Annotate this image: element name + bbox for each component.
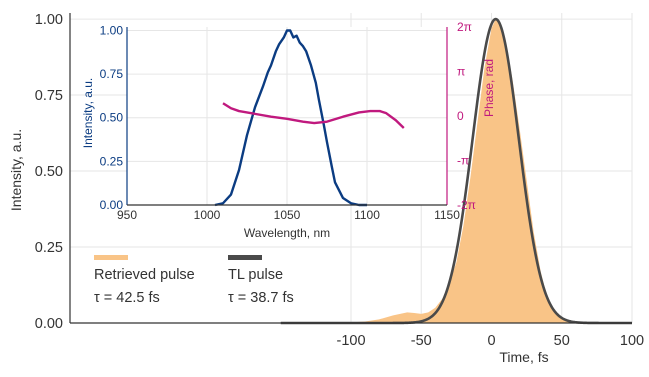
- main-y-tick-label: 0.75: [35, 88, 63, 104]
- main-x-tick-label: 100: [620, 333, 644, 349]
- inset-x-tick-label: 950: [117, 208, 137, 222]
- inset-y-axis-label: Intensity, a.u.: [81, 78, 95, 148]
- series-retrieved-pulse-area: [322, 19, 632, 324]
- series-spectrum-line: [214, 29, 367, 207]
- inset-x-axis-label: Wavelength, nm: [244, 226, 330, 240]
- series-phase-line: [222, 102, 405, 129]
- main-x-tick-label: -100: [336, 333, 365, 349]
- main-y-tick-label: 1.00: [35, 12, 63, 28]
- inset-y-tick-label: 0.00: [100, 198, 124, 212]
- inset-y-tick-label: 0.25: [100, 154, 124, 168]
- inset-y-tick-label: 0.50: [100, 111, 124, 125]
- main-y-tick-label: 0.50: [35, 164, 63, 180]
- inset-y2-tick-label: 0: [457, 109, 464, 123]
- legend-label-tl: TL pulse: [228, 267, 283, 283]
- main-x-axis-label: Time, fs: [499, 349, 548, 365]
- inset-y2-tick-label: -2π: [457, 198, 476, 212]
- inset-x-tick-label: 1100: [354, 208, 380, 222]
- inset-y2-tick-label: π: [457, 65, 465, 79]
- main-y-axis-label: Intensity, a.u.: [8, 129, 24, 211]
- legend-swatch-tl: [228, 255, 262, 260]
- inset-plot-marks: [214, 29, 405, 207]
- main-x-tick-label: 50: [554, 333, 570, 349]
- inset-y-tick-label: 0.75: [100, 67, 124, 81]
- inset-x-tick-label: 1000: [194, 208, 221, 222]
- main-y-tick-label: 0.25: [35, 240, 63, 256]
- inset-x-tick-label: 1050: [274, 208, 301, 222]
- inset-chart: 950 1000 1050 1100 1150 0.00 0.25 0.50 0.75 1.00 -…: [81, 20, 496, 240]
- inset-tick-labels: 950 1000 1050 1100 1150 0.00 0.25 0.50 0.75 1.00 -…: [100, 20, 476, 222]
- inset-x-tick-label: 1150: [434, 208, 460, 222]
- inset-y2-tick-label: -π: [457, 153, 469, 167]
- legend-detail-tl: τ = 38.7 fs: [228, 290, 294, 306]
- inset-y2-tick-label: 2π: [457, 20, 472, 34]
- legend: Retrieved pulse τ = 42.5 fs TL pulse τ =…: [94, 255, 294, 306]
- main-tick-labels: -100 -50 0 50 100 0.00 0.25 0.50 0.75 1.00: [35, 12, 644, 349]
- inset-y-tick-label: 1.00: [100, 23, 124, 37]
- inset-y2-axis-label: Phase, rad: [482, 59, 496, 117]
- main-y-tick-label: 0.00: [35, 316, 63, 332]
- legend-label-retrieved: Retrieved pulse: [94, 267, 195, 283]
- legend-swatch-retrieved: [94, 255, 128, 260]
- main-x-tick-label: -50: [411, 333, 432, 349]
- main-x-tick-label: 0: [487, 333, 495, 349]
- legend-detail-retrieved: τ = 42.5 fs: [94, 290, 160, 306]
